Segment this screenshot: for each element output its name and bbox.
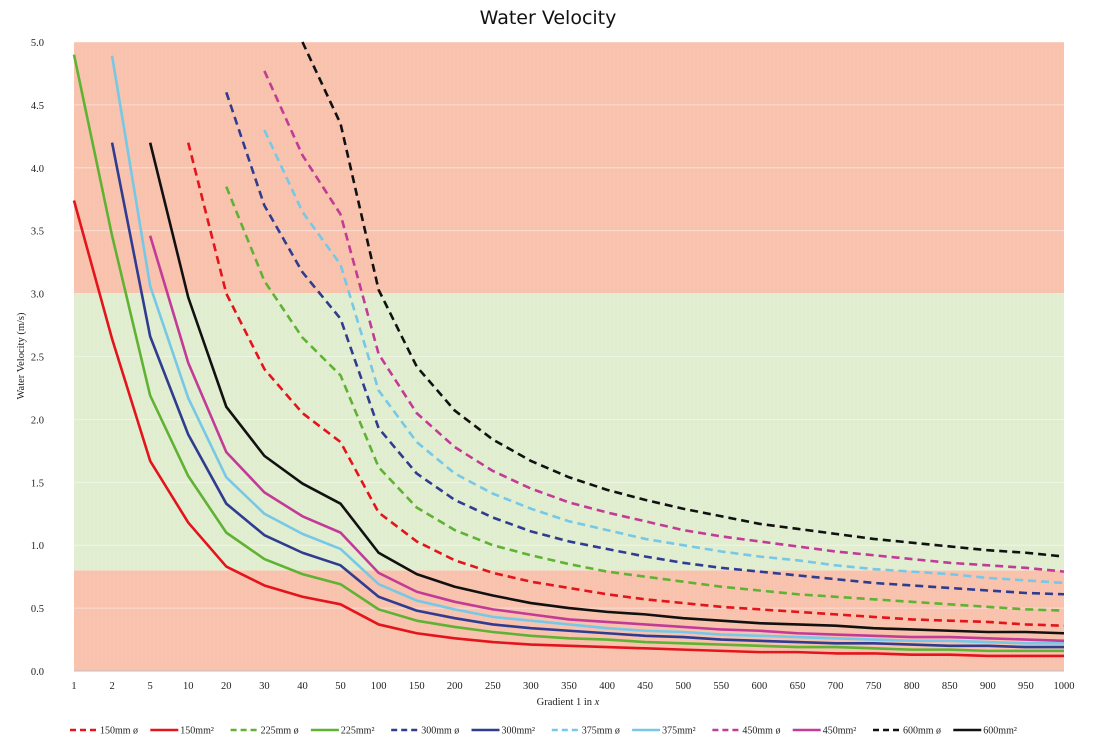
y-axis-label: Water Velocity (m/s)	[16, 312, 27, 400]
y-tick-label: 3.5	[31, 227, 44, 238]
y-tick-label: 1.5	[31, 478, 44, 489]
x-tick-label: 850	[942, 681, 958, 692]
series-line	[72, 200, 1064, 658]
x-tick-label: 150	[409, 681, 425, 692]
x-tick-label: 250	[485, 681, 501, 692]
legend-label: 375mm ø	[582, 726, 620, 737]
series-line	[263, 129, 1065, 585]
y-tick-label: 4.5	[31, 101, 44, 112]
x-tick-label: 700	[828, 681, 844, 692]
x-tick-label: 30	[259, 681, 270, 692]
legend-label: 600mm ø	[903, 726, 941, 737]
x-tick-label: 400	[599, 681, 615, 692]
x-tick-label: 100	[371, 681, 387, 692]
x-tick-label: 550	[713, 681, 729, 692]
y-tick-label: 2.0	[31, 415, 44, 426]
y-tick-label: 2.5	[31, 353, 44, 364]
x-tick-label: 5	[148, 681, 153, 692]
x-axis-ticks: 1 2 5 10 20 30 40 50 100 150 200 250 300 350 400 450 500…	[71, 681, 1074, 692]
series-line	[263, 70, 1065, 573]
y-axis-ticks: 0.0 0.5 1.0 1.5 2.0 2.5 3.0 3.5 4.0 4.5 5.0	[31, 38, 44, 678]
series-line	[72, 54, 1064, 653]
legend-label: 600mm²	[983, 726, 1017, 737]
series-line	[148, 142, 1065, 635]
legend-label: 225mm ø	[261, 726, 299, 737]
chart-grid	[73, 41, 1064, 672]
legend-label: 300mm ø	[421, 726, 459, 737]
x-tick-label: 500	[675, 681, 691, 692]
legend-label: 375mm²	[662, 726, 696, 737]
y-tick-label: 0.0	[31, 667, 44, 678]
legend-label: 450mm ø	[742, 726, 780, 737]
chart-title: Water Velocity	[480, 7, 617, 29]
x-tick-label: 900	[980, 681, 996, 692]
chart-series	[72, 41, 1065, 658]
series-line	[225, 91, 1065, 596]
x-tick-label: 600	[752, 681, 768, 692]
x-tick-label: 1	[71, 681, 76, 692]
x-tick-label: 450	[637, 681, 653, 692]
x-tick-label: 2	[109, 681, 114, 692]
x-tick-label: 650	[790, 681, 806, 692]
x-tick-label: 300	[523, 681, 539, 692]
series-line	[301, 41, 1065, 558]
series-line	[110, 142, 1064, 649]
y-tick-label: 5.0	[31, 38, 44, 49]
y-tick-label: 3.0	[31, 290, 44, 301]
legend-label: 150mm²	[180, 726, 214, 737]
x-tick-label: 20	[221, 681, 232, 692]
legend: 150mm ø 150mm² 225mm ø 225mm² 300mm ø 300mm² 3…	[70, 726, 1017, 737]
x-tick-label: 200	[447, 681, 463, 692]
x-tick-label: 40	[297, 681, 308, 692]
x-axis-label-prefix: Gradient 1 in	[537, 697, 595, 708]
legend-label: 450mm²	[823, 726, 857, 737]
x-tick-label: 950	[1018, 681, 1034, 692]
x-tick-label: 1000	[1054, 681, 1075, 692]
legend-label: 225mm²	[341, 726, 375, 737]
x-axis-label: Gradient 1 in x	[537, 697, 600, 708]
x-tick-label: 750	[866, 681, 882, 692]
series-line	[148, 235, 1065, 643]
x-tick-label: 50	[335, 681, 346, 692]
band-acceptable	[74, 293, 1064, 571]
legend-label: 300mm²	[502, 726, 536, 737]
legend-label: 150mm ø	[100, 726, 138, 737]
y-tick-label: 4.0	[31, 164, 44, 175]
y-tick-label: 1.0	[31, 541, 44, 552]
x-tick-label: 350	[561, 681, 577, 692]
x-tick-label: 800	[904, 681, 920, 692]
series-line	[186, 142, 1065, 628]
y-tick-label: 0.5	[31, 604, 44, 615]
x-tick-label: 10	[183, 681, 194, 692]
series-line	[225, 186, 1065, 612]
x-axis-label-variable: x	[594, 697, 600, 708]
series-line	[110, 55, 1064, 645]
